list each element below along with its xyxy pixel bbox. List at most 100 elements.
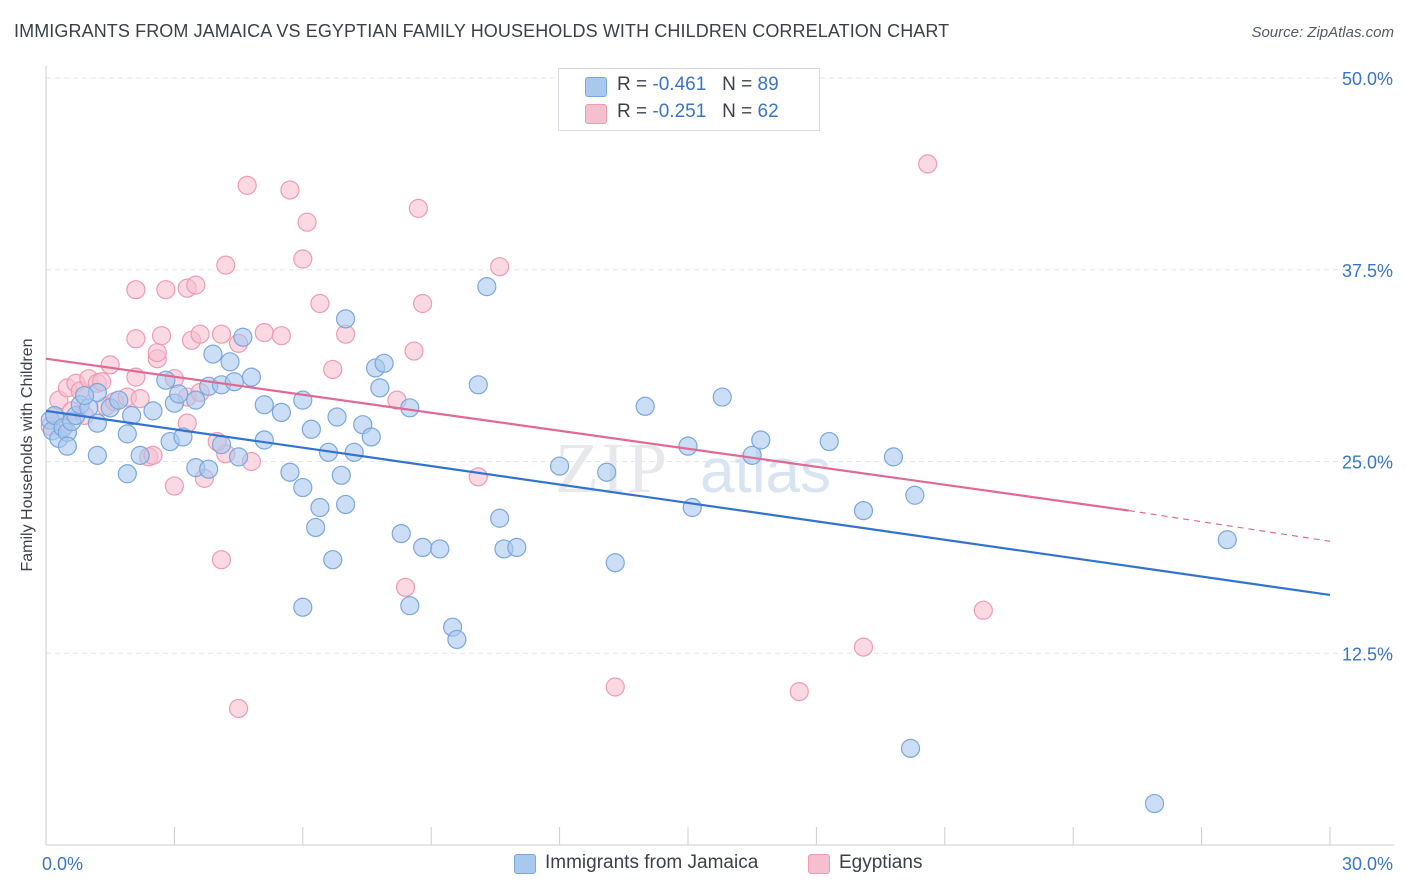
point-egyptians <box>271 326 291 346</box>
point-jamaica <box>203 344 223 364</box>
point-egyptians <box>100 355 120 375</box>
point-egyptians <box>297 212 317 232</box>
point-jamaica <box>233 327 253 347</box>
point-jamaica <box>751 430 771 450</box>
point-jamaica <box>605 553 625 573</box>
point-jamaica <box>310 497 330 518</box>
point-jamaica <box>900 738 921 758</box>
point-jamaica <box>430 539 450 559</box>
point-jamaica <box>327 407 347 427</box>
series-jamaica <box>40 277 1237 814</box>
point-jamaica <box>374 353 394 373</box>
point-egyptians <box>408 198 428 218</box>
point-jamaica <box>490 508 510 528</box>
point-jamaica <box>413 537 433 558</box>
point-jamaica <box>323 550 343 570</box>
legend-n-label: N = <box>722 74 753 95</box>
point-egyptians <box>216 255 236 275</box>
point-egyptians <box>147 342 167 363</box>
point-jamaica <box>87 445 107 465</box>
gridlines <box>46 77 1394 654</box>
point-egyptians <box>126 280 146 300</box>
point-egyptians <box>130 389 150 409</box>
bottom-legend-label-egyptians: Egyptians <box>839 852 923 873</box>
point-jamaica <box>1144 793 1165 814</box>
point-jamaica <box>331 465 351 485</box>
legend-n-value: 89 <box>757 74 779 95</box>
point-egyptians <box>280 180 300 200</box>
point-egyptians <box>323 359 343 380</box>
point-egyptians <box>395 577 416 597</box>
point-jamaica <box>306 517 326 538</box>
y-tick-label: 37.5% <box>1342 261 1393 281</box>
bottom-legend-swatch-jamaica <box>514 854 536 874</box>
watermark-atlas: atlas <box>700 437 831 506</box>
point-jamaica <box>507 537 527 558</box>
point-jamaica <box>400 596 420 616</box>
point-jamaica <box>712 387 732 407</box>
legend-r-label: R = <box>617 101 648 122</box>
point-jamaica <box>122 405 142 426</box>
point-jamaica <box>336 309 356 329</box>
point-egyptians <box>211 550 232 570</box>
point-egyptians <box>918 154 938 174</box>
point-jamaica <box>199 459 219 479</box>
bottom-legend-label-jamaica: Immigrants from Jamaica <box>545 852 759 873</box>
point-jamaica <box>853 500 874 521</box>
legend-swatch-egyptians <box>585 104 607 124</box>
point-jamaica <box>549 456 570 476</box>
trend-line-egyptians <box>45 357 1129 512</box>
point-jamaica <box>211 435 232 455</box>
point-egyptians <box>853 637 874 657</box>
point-jamaica <box>220 352 240 372</box>
point-jamaica <box>169 384 189 404</box>
point-egyptians <box>190 324 210 344</box>
legend-swatch-jamaica <box>585 77 607 97</box>
point-jamaica <box>130 445 150 465</box>
point-jamaica <box>186 390 206 410</box>
point-jamaica <box>370 378 390 398</box>
point-egyptians <box>164 476 184 496</box>
chart-source: Source: ZipAtlas.com <box>1251 24 1394 41</box>
point-jamaica <box>254 430 274 450</box>
point-jamaica <box>229 447 249 467</box>
point-jamaica <box>742 445 762 465</box>
x-tick-label: 30.0% <box>1342 854 1393 874</box>
point-egyptians <box>229 698 249 719</box>
point-jamaica <box>109 390 129 410</box>
legend-r-value: -0.251 <box>652 101 707 122</box>
point-jamaica <box>301 419 321 439</box>
point-egyptians <box>151 326 172 346</box>
point-jamaica <box>224 372 244 392</box>
point-egyptians <box>413 293 433 314</box>
point-jamaica <box>293 597 313 617</box>
point-jamaica <box>883 447 904 467</box>
point-egyptians <box>789 681 809 702</box>
point-jamaica <box>819 431 839 452</box>
legend-r-value: -0.461 <box>652 74 707 95</box>
point-jamaica <box>361 427 381 447</box>
point-egyptians <box>211 324 232 344</box>
point-jamaica <box>344 442 364 462</box>
watermark: ZIP atlas <box>555 428 831 508</box>
trend-lines <box>45 357 1331 597</box>
point-jamaica <box>293 477 313 498</box>
point-egyptians <box>605 677 625 697</box>
point-jamaica <box>391 523 411 544</box>
stats-legend: R = -0.461 N = 89 R = -0.251 N = 62 <box>558 68 820 131</box>
point-jamaica <box>117 424 137 444</box>
y-tick-label: 25.0% <box>1342 453 1393 473</box>
point-jamaica <box>635 396 655 416</box>
point-egyptians <box>468 467 488 487</box>
legend-r-label: R = <box>617 74 648 95</box>
point-jamaica <box>143 401 163 421</box>
point-jamaica <box>447 629 467 650</box>
point-egyptians <box>254 323 274 343</box>
tick-labels: 12.5% 25.0% 37.5% 50.0% 0.0% 30.0% <box>42 69 1393 874</box>
point-jamaica <box>905 485 925 505</box>
point-egyptians <box>310 293 330 314</box>
point-jamaica <box>74 385 95 406</box>
point-egyptians <box>237 175 257 195</box>
point-jamaica <box>57 436 78 456</box>
